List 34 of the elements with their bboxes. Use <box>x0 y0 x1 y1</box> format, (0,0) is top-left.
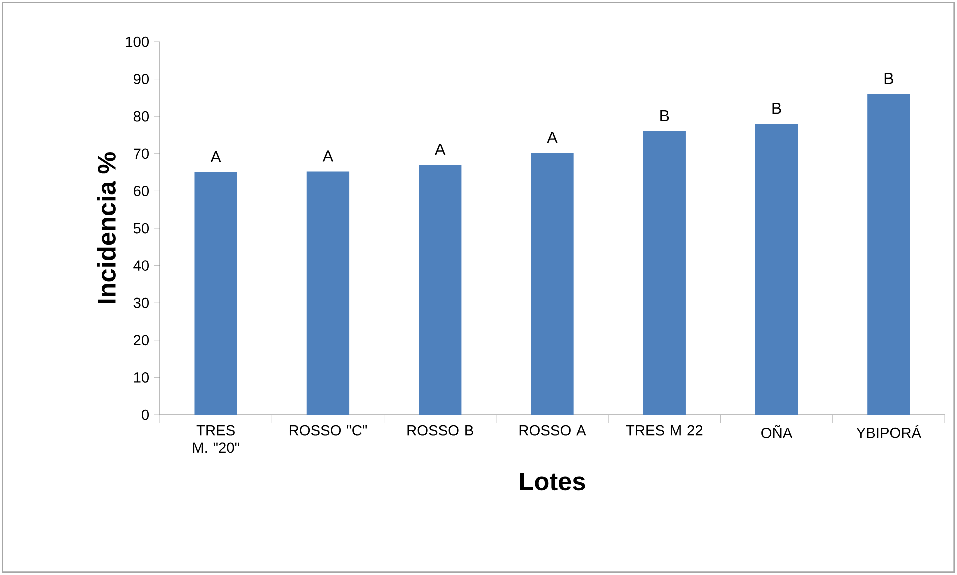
y-tick-label: 90 <box>134 74 150 84</box>
bar <box>643 132 686 415</box>
x-tick-label: TRES M. "20" <box>193 425 240 454</box>
data-label: B <box>772 103 782 114</box>
data-label: A <box>210 152 222 163</box>
y-tick-label: 60 <box>134 186 150 196</box>
bar <box>306 172 350 415</box>
y-tick-label: 50 <box>134 223 150 234</box>
x-tick-label: ROSSO "C" <box>290 425 368 436</box>
x-tick-label: ROSSO B <box>408 425 474 436</box>
y-tick-label: 0 <box>142 410 150 420</box>
data-label: B <box>884 73 894 84</box>
bar <box>531 153 574 415</box>
x-axis-title: Lotes <box>520 472 586 491</box>
x-tick-label: YBIPORÁ <box>856 425 922 438</box>
bar <box>868 94 910 415</box>
x-tick-label: ROSSO A <box>520 425 586 436</box>
bar <box>755 124 798 415</box>
data-label: A <box>322 150 334 162</box>
bar <box>419 165 462 415</box>
y-tick-label: 20 <box>134 335 150 346</box>
data-label: B <box>660 110 670 122</box>
data-label: A <box>435 144 446 156</box>
x-tick-label: TRES M 22 <box>626 425 703 436</box>
bar <box>194 172 238 415</box>
y-tick-label: 40 <box>134 260 150 271</box>
y-tick-label: 100 <box>126 36 150 48</box>
y-tick-label: 70 <box>134 148 150 160</box>
y-tick-label: 80 <box>134 111 150 122</box>
data-label: A <box>547 132 558 144</box>
y-axis-title: Incidencia % <box>97 152 116 304</box>
y-tick-label: 30 <box>134 298 150 308</box>
x-tick-label: OÑA <box>762 425 793 438</box>
y-tick-label: 10 <box>134 372 150 383</box>
